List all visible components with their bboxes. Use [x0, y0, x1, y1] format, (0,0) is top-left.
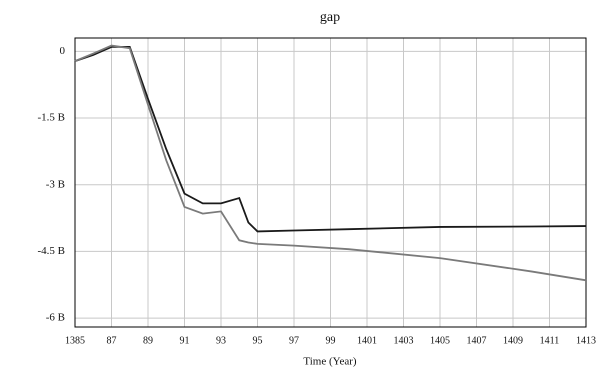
- x-tick-label: 89: [143, 335, 153, 346]
- x-tick-label: 1409: [503, 335, 523, 346]
- y-tick-label: -4.5 B: [38, 245, 66, 257]
- x-tick-label: 91: [180, 335, 190, 346]
- series-line: [74, 44, 587, 282]
- x-tick-label: 1411: [540, 335, 560, 346]
- x-tick-label: 1407: [467, 335, 487, 346]
- x-tick-label: 93: [216, 335, 226, 346]
- y-tick-label: -3 B: [46, 178, 65, 190]
- x-axis-label: Time (Year): [303, 356, 357, 368]
- x-tick-label: 87: [107, 335, 117, 346]
- x-tick-label: 95: [253, 335, 263, 346]
- x-tick-label: 99: [326, 335, 336, 346]
- x-tick-label: 1401: [357, 335, 377, 346]
- chart-title: gap: [320, 10, 340, 25]
- x-tick-label: 1403: [394, 335, 414, 346]
- y-tick-label: -6 B: [46, 312, 65, 324]
- y-tick-label: 0: [60, 45, 66, 57]
- y-tick-label: -1.5 B: [38, 112, 66, 124]
- x-tick-label: 1385: [65, 335, 85, 346]
- x-tick-label: 1413: [576, 335, 596, 346]
- x-tick-label: 1405: [430, 335, 450, 346]
- x-tick-label: 97: [289, 335, 299, 346]
- plot-frame: [74, 37, 587, 328]
